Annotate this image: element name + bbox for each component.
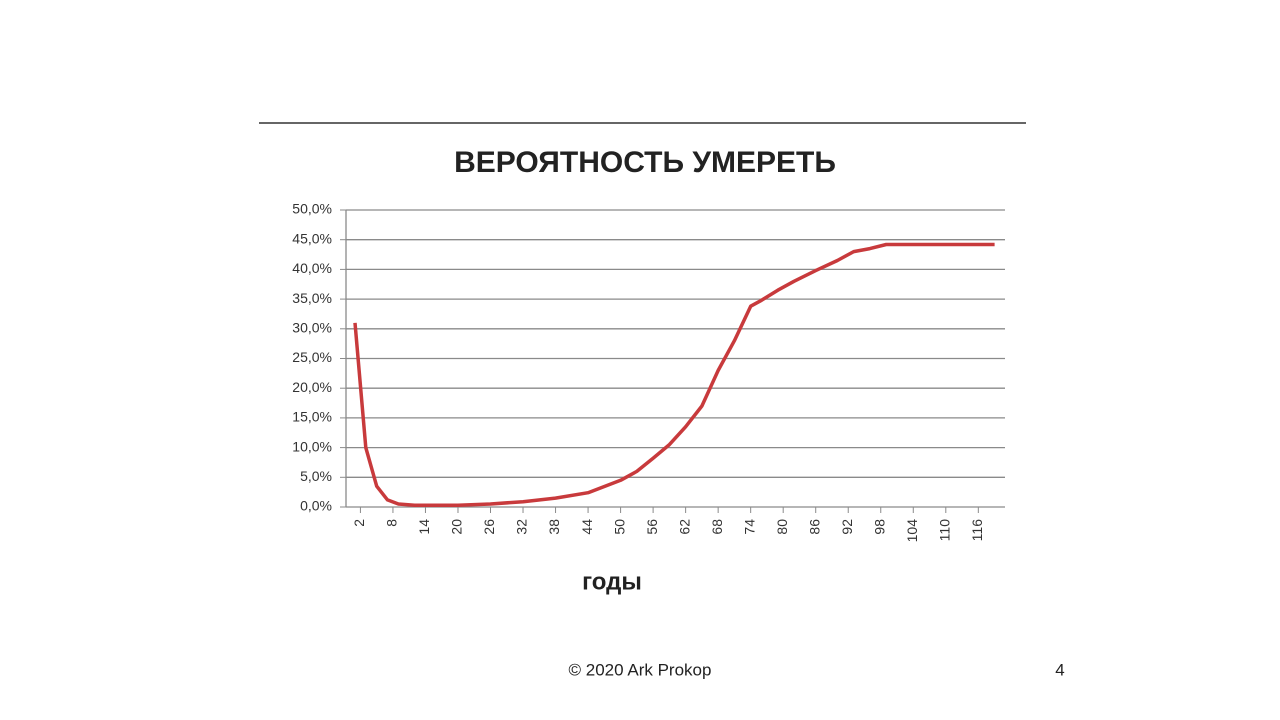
y-tick-label: 0,0%: [300, 498, 332, 514]
y-tick-label: 5,0%: [300, 468, 332, 484]
x-tick-label: 2: [351, 519, 367, 527]
x-tick-label: 56: [644, 519, 660, 535]
x-tick-label: 38: [546, 519, 562, 535]
y-tick-label: 15,0%: [292, 409, 332, 425]
x-tick-label: 86: [806, 519, 822, 535]
y-tick-label: 10,0%: [292, 438, 332, 454]
page-number: 4: [1055, 660, 1064, 679]
chart-title: ВЕРОЯТНОСТЬ УМЕРЕТЬ: [454, 146, 836, 179]
x-tick-label: 32: [514, 519, 530, 535]
x-axis-label: годы: [582, 568, 642, 595]
y-tick-label: 35,0%: [292, 290, 332, 306]
y-tick-label: 30,0%: [292, 320, 332, 336]
y-tick-label: 20,0%: [292, 379, 332, 395]
x-tick-label: 62: [676, 519, 692, 535]
x-tick-label: 110: [937, 519, 953, 542]
y-tick-label: 45,0%: [292, 230, 332, 246]
x-tick-label: 44: [579, 519, 595, 535]
x-tick-label: 14: [416, 519, 432, 535]
x-tick-label: 74: [741, 519, 757, 535]
x-tick-label: 116: [969, 519, 985, 542]
x-tick-label: 104: [904, 519, 920, 543]
x-tick-label: 68: [709, 519, 725, 535]
y-tick-label: 40,0%: [292, 260, 332, 276]
x-tick-label: 80: [774, 519, 790, 535]
x-tick-label: 8: [384, 519, 400, 527]
x-tick-label: 26: [481, 519, 497, 535]
x-tick-label: 20: [449, 519, 465, 535]
x-tick-label: 98: [871, 519, 887, 535]
y-tick-label: 50,0%: [292, 201, 332, 217]
x-tick-label: 50: [611, 519, 627, 535]
x-tick-label: 92: [839, 519, 855, 535]
y-tick-label: 25,0%: [292, 349, 332, 365]
data-line: [353, 242, 995, 507]
copyright: © 2020 Ark Prokop: [569, 660, 712, 679]
